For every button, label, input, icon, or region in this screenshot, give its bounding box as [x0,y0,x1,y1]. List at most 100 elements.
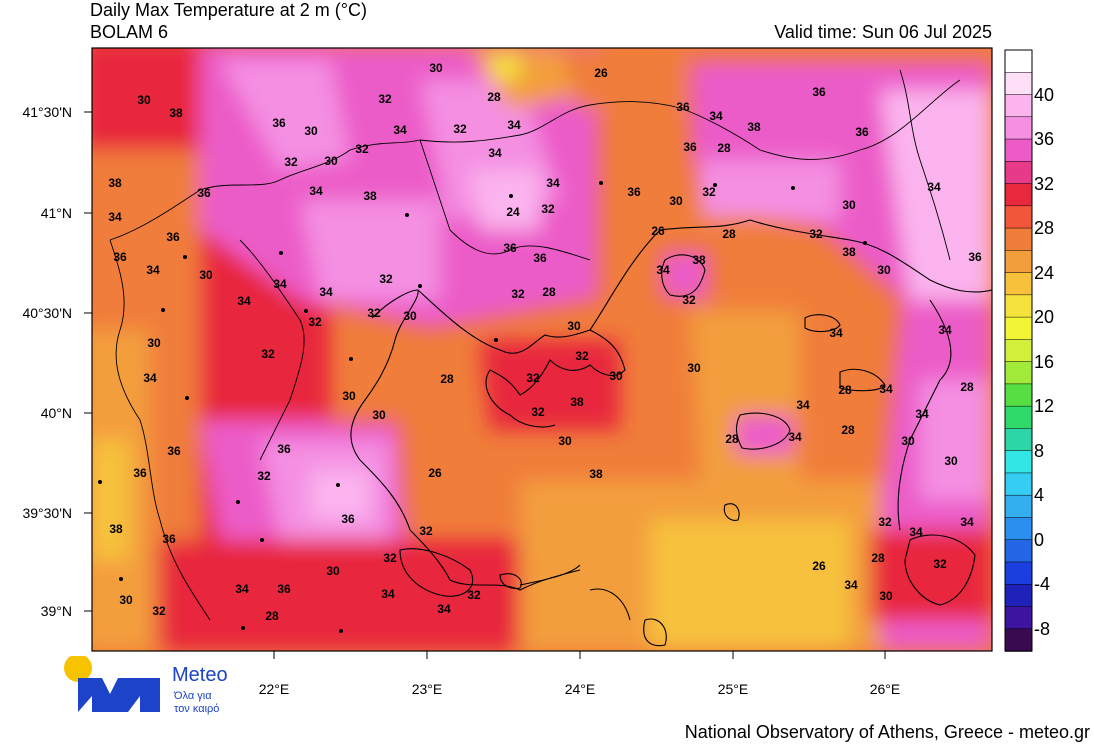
map-title: Daily Max Temperature at 2 m (°C) [90,0,367,20]
plot-frame [91,47,993,652]
contour-label: 30 [558,434,572,448]
contour-label: 28 [841,423,855,437]
colorbar-label: 24 [1034,262,1055,283]
contour-label: 30 [877,263,891,277]
lat-label: 41°N [41,205,72,221]
contour-label: 32 [682,293,696,307]
contour-label: 34 [927,180,941,194]
contour-label: 32 [378,92,392,106]
contour-label: 32 [284,155,298,169]
contour-label: 34 [507,118,521,132]
contour-label: 30 [687,361,701,375]
logo-tagline: Όλα για τον καιρό [174,690,219,716]
colorbar [1004,49,1033,652]
contour-label: 34 [656,263,670,277]
lat-label: 41°30'N [22,104,72,120]
contour-label: 30 [137,93,151,107]
contour-label: 36 [167,444,181,458]
contour-label: 34 [709,109,723,123]
contour-label: 28 [871,551,885,565]
contour-label: 28 [717,141,731,155]
lon-label: 26°E [870,681,901,697]
contour-label: 30 [609,369,623,383]
contour-label: 32 [575,349,589,363]
lat-label: 40°N [41,405,72,421]
contour-label: 34 [437,602,451,616]
contour-label: 30 [567,319,581,333]
contour-label: 30 [879,589,893,603]
footer-credit: National Observatory of Athens, Greece -… [684,722,1090,742]
contour-label: 30 [944,454,958,468]
contour-label: 32 [453,122,467,136]
contour-label: 28 [542,285,556,299]
contour-label: 34 [960,515,974,529]
contour-label: 32 [702,185,716,199]
contour-label: 30 [901,434,915,448]
logo-tagline-line1: Όλα για [174,690,212,702]
contour-label: 34 [788,430,802,444]
contour-label: 32 [933,557,947,571]
contour-label: 36 [162,532,176,546]
contour-label: 36 [812,85,826,99]
contour-label: 38 [842,245,856,259]
contour-label: 32 [511,287,525,301]
contour-label: 30 [304,124,318,138]
contour-label: 36 [272,116,286,130]
contour-label: 34 [796,398,810,412]
colorbar-label: 36 [1034,129,1055,150]
colorbar-label: 40 [1034,84,1055,105]
contour-label: 34 [909,525,923,539]
contour-label: 34 [829,326,843,340]
colorbar-label: 4 [1034,485,1045,506]
contour-labels: 30 26 36 30 32 28 38 36 34 36 30 34 32 34 38 36 32 34 36 28… [108,61,982,623]
contour-label: 38 [109,522,123,536]
sun-icon [64,656,92,682]
contour-label: 34 [108,210,122,224]
contour-label: 28 [722,227,736,241]
contour-label: 36 [683,140,697,154]
contour-label: 34 [319,285,333,299]
colorbar-label: 12 [1034,396,1055,417]
contour-label: 32 [355,142,369,156]
contour-label: 26 [651,224,665,238]
contour-label: 32 [261,347,275,361]
meteo-logo [64,656,160,712]
logo-name: Meteo [172,664,228,686]
contour-label: 34 [143,371,157,385]
contour-label: 34 [879,382,893,396]
contour-label: 28 [440,372,454,386]
borders [109,69,961,621]
contour-label: 30 [147,336,161,350]
contour-label: 28 [725,432,739,446]
contour-label: 32 [419,524,433,538]
contour-label: 32 [541,202,555,216]
coastlines [350,219,992,647]
lon-label: 25°E [718,681,749,697]
contour-label: 36 [277,442,291,456]
contour-label: 36 [166,230,180,244]
contour-label: 36 [341,512,355,526]
contour-label: 30 [342,389,356,403]
contour-label: 28 [838,383,852,397]
lon-label: 24°E [565,681,596,697]
contour-label: 26 [428,466,442,480]
logo-tagline-line2: τον καιρό [174,703,220,715]
colorbar-label: 20 [1034,307,1055,328]
contour-label: 38 [108,176,122,190]
contour-label: 32 [152,604,166,618]
valid-time: Valid time: Sun 06 Jul 2025 [774,22,992,42]
contour-label: 38 [169,106,183,120]
contour-label: 34 [237,294,251,308]
contour-label: 30 [372,408,386,422]
contour-label: 24 [506,205,520,219]
colorbar-labels: 40 36 32 28 24 20 16 12 8 4 0 -4 -8 [1008,48,1088,652]
contour-label: 28 [960,380,974,394]
contour-label: 36 [277,582,291,596]
contour-label: 34 [938,323,952,337]
colorbar-label: -4 [1034,574,1051,595]
contour-label: 36 [968,250,982,264]
contour-label: 32 [383,551,397,565]
colorbar-label: 8 [1034,440,1045,461]
contour-label: 32 [257,469,271,483]
contour-label: 38 [589,467,603,481]
